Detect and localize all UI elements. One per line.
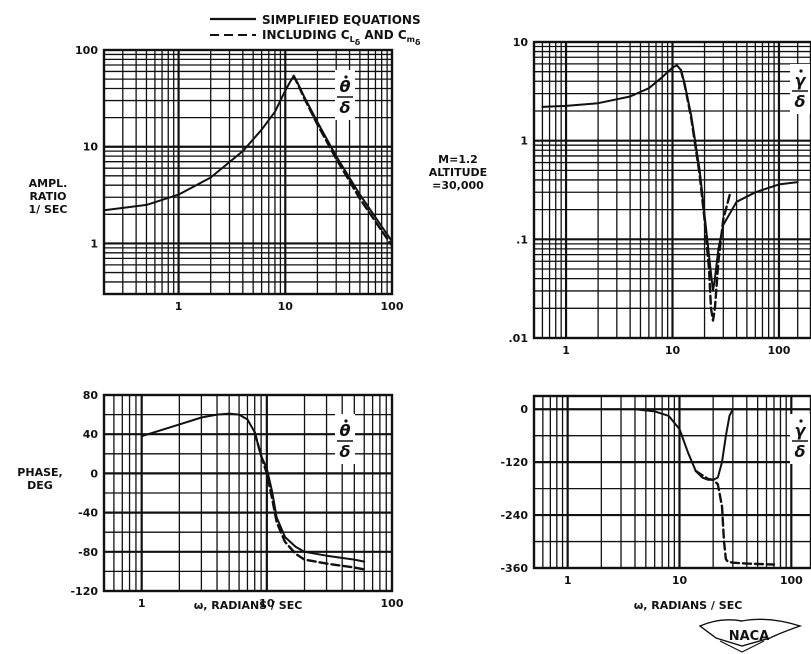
y-tick-label: -40 [78, 507, 98, 520]
curve-label: θδ [335, 70, 355, 120]
chart-theta-amplitude: 1 10 100 1 10 100 θδ [75, 44, 404, 313]
svg-text:1/ SEC: 1/ SEC [28, 203, 67, 216]
y-tick-label: 40 [83, 428, 99, 441]
y-tick-label: 1 [520, 135, 528, 148]
x-tick-label: 100 [381, 300, 404, 313]
curve-label: γδ [790, 64, 810, 114]
curve-label-dot [344, 75, 348, 79]
legend: SIMPLIFIED EQUATIONS INCLUDING CLδ AND C… [210, 13, 421, 47]
curve-label: θδ [335, 414, 355, 464]
curve-label-denominator: δ [795, 92, 806, 111]
curve-label-numerator: γ [795, 421, 807, 440]
chart-theta-phase: 1 10 100 80 40 0 -40 -80 -120 θδ [70, 389, 403, 610]
curve-label-numerator: θ [340, 421, 351, 440]
x-tick-label: 1 [564, 574, 572, 587]
svg-text:PHASE,: PHASE, [17, 466, 62, 479]
series-line-dashed [679, 68, 732, 322]
x-tick-label: 100 [381, 597, 404, 610]
plot-frame [102, 393, 394, 593]
y-tick-label: 0 [520, 403, 528, 416]
x-tick-label: 10 [259, 597, 275, 610]
y-tick-label: -120 [70, 585, 98, 598]
series-line-solid [104, 74, 392, 243]
y-tick-label: -360 [500, 562, 528, 575]
svg-text:DEG: DEG [27, 479, 53, 492]
y-tick-label: 1 [90, 237, 98, 250]
curve-label-denominator: δ [340, 442, 351, 461]
plot-frame [532, 394, 811, 570]
x-tick-label: 1 [175, 300, 183, 313]
x-tick-label: 100 [780, 574, 803, 587]
series-group [634, 408, 793, 566]
y-tick-label: 100 [75, 44, 98, 57]
svg-text:AMPL.: AMPL. [29, 177, 68, 190]
y-tick-label: .01 [509, 332, 529, 345]
legend-solid-label: SIMPLIFIED EQUATIONS [262, 13, 421, 27]
y-tick-label: .1 [516, 233, 528, 246]
y-tick-label: 10 [83, 141, 99, 154]
series-line-dashed [253, 431, 366, 571]
flight-condition: M=1.2 ALTITUDE =30,000 [429, 153, 487, 192]
x-tick-label: 10 [665, 344, 681, 357]
series-group [140, 412, 366, 571]
plot-frame [532, 40, 811, 340]
amp-ylabel: AMPL. RATIO 1/ SEC [28, 177, 67, 216]
curve-label: γδ [790, 414, 810, 464]
curve-label-dot [799, 419, 803, 423]
xlabel-left: ω, RADIANS / SEC [194, 599, 303, 612]
x-tick-label: 10 [278, 300, 294, 313]
phase-ylabel: PHASE, DEG [17, 466, 62, 492]
series-group [104, 74, 392, 247]
xlabel-right: ω, RADIANS / SEC [634, 599, 743, 612]
series-line-solid [541, 64, 799, 292]
x-tick-label: 1 [138, 597, 146, 610]
curve-label-dot [344, 419, 348, 423]
curve-label-bg [790, 64, 810, 114]
plot-frame [102, 48, 394, 296]
grid [104, 50, 392, 294]
y-tick-label: -80 [78, 546, 98, 559]
curve-label-bg [335, 70, 355, 120]
svg-text:NACA: NACA [729, 629, 770, 644]
curve-label-denominator: δ [795, 442, 806, 461]
series-line-solid [140, 412, 366, 563]
curve-label-dot [799, 69, 803, 73]
series-line-dashed [292, 74, 392, 247]
y-tick-label: 10 [513, 36, 529, 49]
naca-logo: NACA [698, 618, 803, 653]
y-tick-label: 80 [83, 389, 99, 402]
curve-label-numerator: θ [340, 77, 351, 96]
curve-label-bg [790, 414, 810, 464]
x-tick-label: 1 [562, 344, 570, 357]
chart-gamma-phase: 1 10 100 0 -120 -240 -360 γδ [500, 394, 811, 587]
chart-gamma-amplitude: 1 10 100 .01 .1 1 10 γδ [509, 36, 811, 357]
series-line-dashed [694, 469, 776, 566]
grid [534, 42, 811, 338]
legend-dashed-label: INCLUDING CLδ AND Cmδ [262, 28, 421, 47]
curve-label-bg [335, 414, 355, 464]
y-tick-label: -120 [500, 456, 528, 469]
x-tick-label: 100 [767, 344, 790, 357]
svg-text:=30,000: =30,000 [432, 179, 484, 192]
svg-text:RATIO: RATIO [29, 190, 66, 203]
svg-text:ALTITUDE: ALTITUDE [429, 166, 487, 179]
curve-label-numerator: γ [795, 71, 807, 90]
y-tick-label: 0 [90, 467, 98, 480]
x-tick-label: 10 [672, 574, 688, 587]
grid [104, 395, 392, 591]
series-group [541, 64, 799, 322]
y-tick-label: -240 [500, 509, 528, 522]
svg-text:M=1.2: M=1.2 [438, 153, 478, 166]
curve-label-denominator: δ [340, 98, 351, 117]
